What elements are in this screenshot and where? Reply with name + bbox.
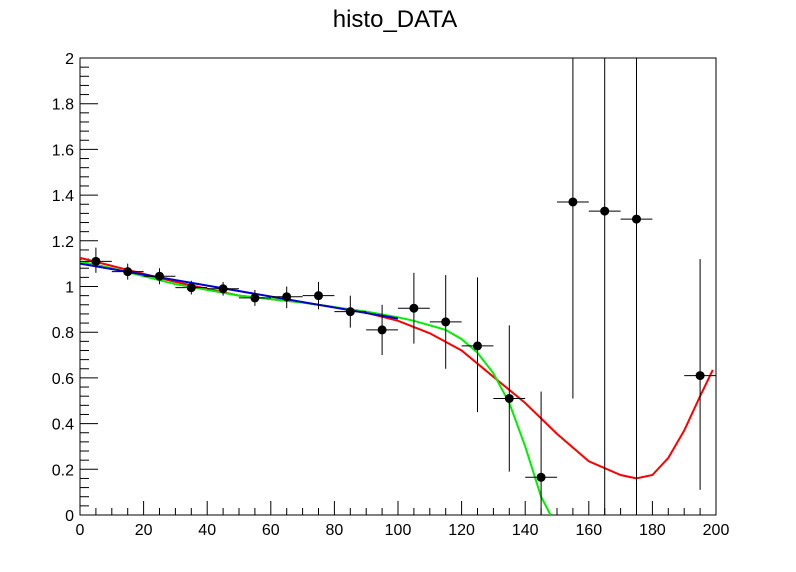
data-point (334, 295, 367, 328)
data-marker (473, 341, 482, 351)
y-tick-label: 0 (65, 508, 74, 525)
x-tick-label: 100 (385, 522, 412, 539)
y-tick-label: 0.8 (52, 325, 74, 342)
fit-curve-2 (80, 262, 399, 320)
x-tick-label: 140 (512, 522, 539, 539)
y-tick-label: 1.8 (52, 97, 74, 114)
x-tick-label: 40 (198, 522, 216, 539)
data-marker (123, 267, 133, 277)
data-point (429, 275, 462, 369)
data-marker (536, 472, 546, 482)
data-points (80, 58, 716, 515)
data-marker (282, 292, 292, 302)
y-tick-label: 1.2 (52, 234, 74, 251)
fit-curves (80, 256, 714, 515)
y-tick-label: 0.2 (52, 462, 74, 479)
data-point (525, 391, 557, 515)
y-tick-label: 0.4 (52, 417, 74, 434)
fit-curve-1 (80, 260, 552, 515)
data-point (302, 281, 335, 310)
data-marker (504, 393, 514, 403)
data-marker (218, 284, 228, 294)
data-point (398, 272, 430, 344)
y-tick-label: 1.4 (52, 188, 74, 205)
x-tick-label: 80 (326, 522, 344, 539)
x-tick-label: 120 (448, 522, 475, 539)
data-marker (345, 307, 355, 317)
chart-title: histo_DATA (333, 6, 458, 33)
x-tick-label: 180 (639, 522, 666, 539)
data-marker (441, 317, 451, 327)
data-marker (155, 271, 164, 281)
y-tick-label: 1.6 (52, 142, 74, 159)
x-tick-label: 0 (76, 522, 85, 539)
data-point (493, 325, 526, 472)
y-tick-label: 1 (65, 280, 74, 297)
y-tick-label: 0.6 (52, 371, 74, 388)
data-point (239, 289, 271, 306)
x-tick-label: 20 (135, 522, 153, 539)
data-marker (695, 371, 705, 381)
data-point (461, 277, 494, 413)
plot-frame (79, 57, 717, 516)
data-marker (600, 206, 610, 216)
axis-ticks: 0 20 40 60 80 100 120 140 160 180 200 0 0.2 0.4 0.6 0.8… (52, 51, 730, 539)
data-point (143, 268, 176, 285)
x-tick-label: 200 (703, 522, 730, 539)
data-marker (250, 293, 260, 303)
data-marker (186, 283, 196, 293)
data-point (270, 286, 303, 309)
data-marker (314, 291, 323, 301)
x-tick-label: 60 (262, 522, 280, 539)
data-point (175, 280, 208, 295)
data-point (111, 263, 144, 280)
data-marker (409, 303, 419, 313)
y-tick-label: 2 (65, 51, 74, 68)
data-point (80, 247, 112, 273)
data-point (620, 58, 653, 515)
data-marker (91, 256, 101, 266)
x-tick-label: 160 (575, 522, 602, 539)
data-marker (377, 325, 387, 335)
data-point (588, 58, 621, 515)
data-point (207, 281, 239, 296)
data-marker (632, 214, 641, 224)
fit-curve-0 (80, 256, 714, 480)
data-point (366, 304, 398, 356)
data-point (557, 58, 589, 399)
data-marker (568, 197, 578, 207)
data-point (684, 259, 716, 490)
